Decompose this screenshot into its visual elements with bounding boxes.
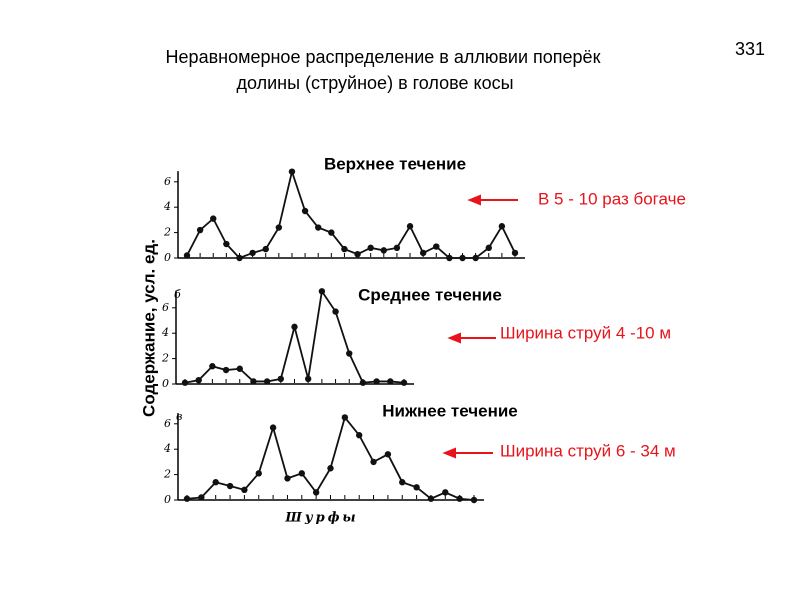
x-axis-label: Шурфы (284, 511, 358, 526)
line (186, 168, 516, 260)
y-tick-label: 2 (163, 468, 171, 481)
point (236, 254, 243, 262)
point (341, 245, 348, 253)
point (312, 489, 320, 496)
title: Неравномерное распределение в аллювии по… (166, 47, 601, 67)
annotation: В 5 - 10 раз богаче (538, 189, 686, 208)
point (250, 378, 257, 385)
point (288, 168, 296, 175)
point (210, 215, 217, 222)
point (315, 224, 322, 231)
y-tick-label: 0 (162, 377, 169, 390)
point (269, 424, 277, 431)
panel-label: в (176, 410, 182, 423)
point (446, 254, 453, 262)
point (472, 254, 479, 262)
point (277, 375, 285, 383)
point (236, 365, 243, 372)
point (212, 479, 219, 486)
y-tick-label: 4 (163, 442, 171, 455)
y-tick-label: 0 (164, 493, 171, 506)
point (304, 375, 312, 383)
point (181, 379, 189, 386)
point (356, 432, 363, 439)
point (284, 475, 291, 482)
point (183, 495, 191, 502)
point (498, 223, 506, 230)
point (209, 363, 216, 370)
point (470, 496, 478, 504)
y-tick-label: 0 (164, 251, 171, 264)
point (427, 495, 435, 502)
point (485, 244, 492, 252)
point (328, 229, 335, 236)
point (459, 254, 466, 262)
point (255, 470, 262, 477)
point (275, 224, 283, 231)
point (291, 323, 298, 331)
point (196, 226, 204, 234)
point (241, 486, 248, 494)
annotation: Ширина струй 4 -10 м (500, 323, 671, 342)
y-tick-label: 2 (163, 226, 171, 239)
point (195, 376, 202, 384)
point (183, 252, 191, 259)
point (367, 244, 374, 252)
line (184, 288, 405, 384)
point (442, 489, 449, 496)
y-tick-label: 6 (162, 301, 169, 314)
point (327, 465, 334, 472)
point (373, 378, 380, 385)
point (354, 250, 361, 258)
point (384, 451, 392, 458)
point (198, 494, 205, 501)
point (400, 379, 408, 386)
point (456, 495, 463, 502)
point (380, 247, 387, 254)
point (332, 308, 339, 315)
arrows (442, 194, 518, 459)
point (298, 470, 305, 477)
point (262, 245, 269, 253)
point (393, 244, 401, 252)
panel-label: б (174, 288, 181, 301)
point (249, 249, 256, 257)
y-tick-label: 2 (161, 352, 169, 365)
point (223, 240, 230, 248)
point (511, 249, 519, 257)
y-tick-label: 6 (164, 175, 171, 188)
page-number: 331 (735, 39, 765, 59)
point (406, 223, 414, 230)
point (346, 350, 353, 357)
annotation: Ширина струй 6 - 34 м (500, 441, 676, 460)
point (301, 207, 309, 215)
y-tick-label: 4 (161, 326, 169, 339)
title: долины (струйное) в голове косы (236, 73, 513, 93)
point (263, 378, 271, 385)
y-axis-label: Содержание, усл. ед. (139, 239, 158, 417)
point (370, 458, 377, 466)
point (226, 482, 234, 490)
chart-title: Среднее течение (358, 285, 502, 304)
chart-title: Верхнее течение (324, 154, 466, 173)
point (222, 366, 230, 374)
point (341, 414, 349, 421)
y-tick-label: 4 (163, 200, 171, 213)
point (359, 379, 367, 386)
point (318, 288, 326, 295)
y-tick-label: 6 (164, 417, 171, 430)
point (433, 243, 440, 250)
point (413, 484, 420, 491)
point (399, 479, 406, 486)
chart-title: Нижнее течение (382, 401, 518, 420)
point (387, 378, 394, 385)
point (419, 249, 427, 257)
